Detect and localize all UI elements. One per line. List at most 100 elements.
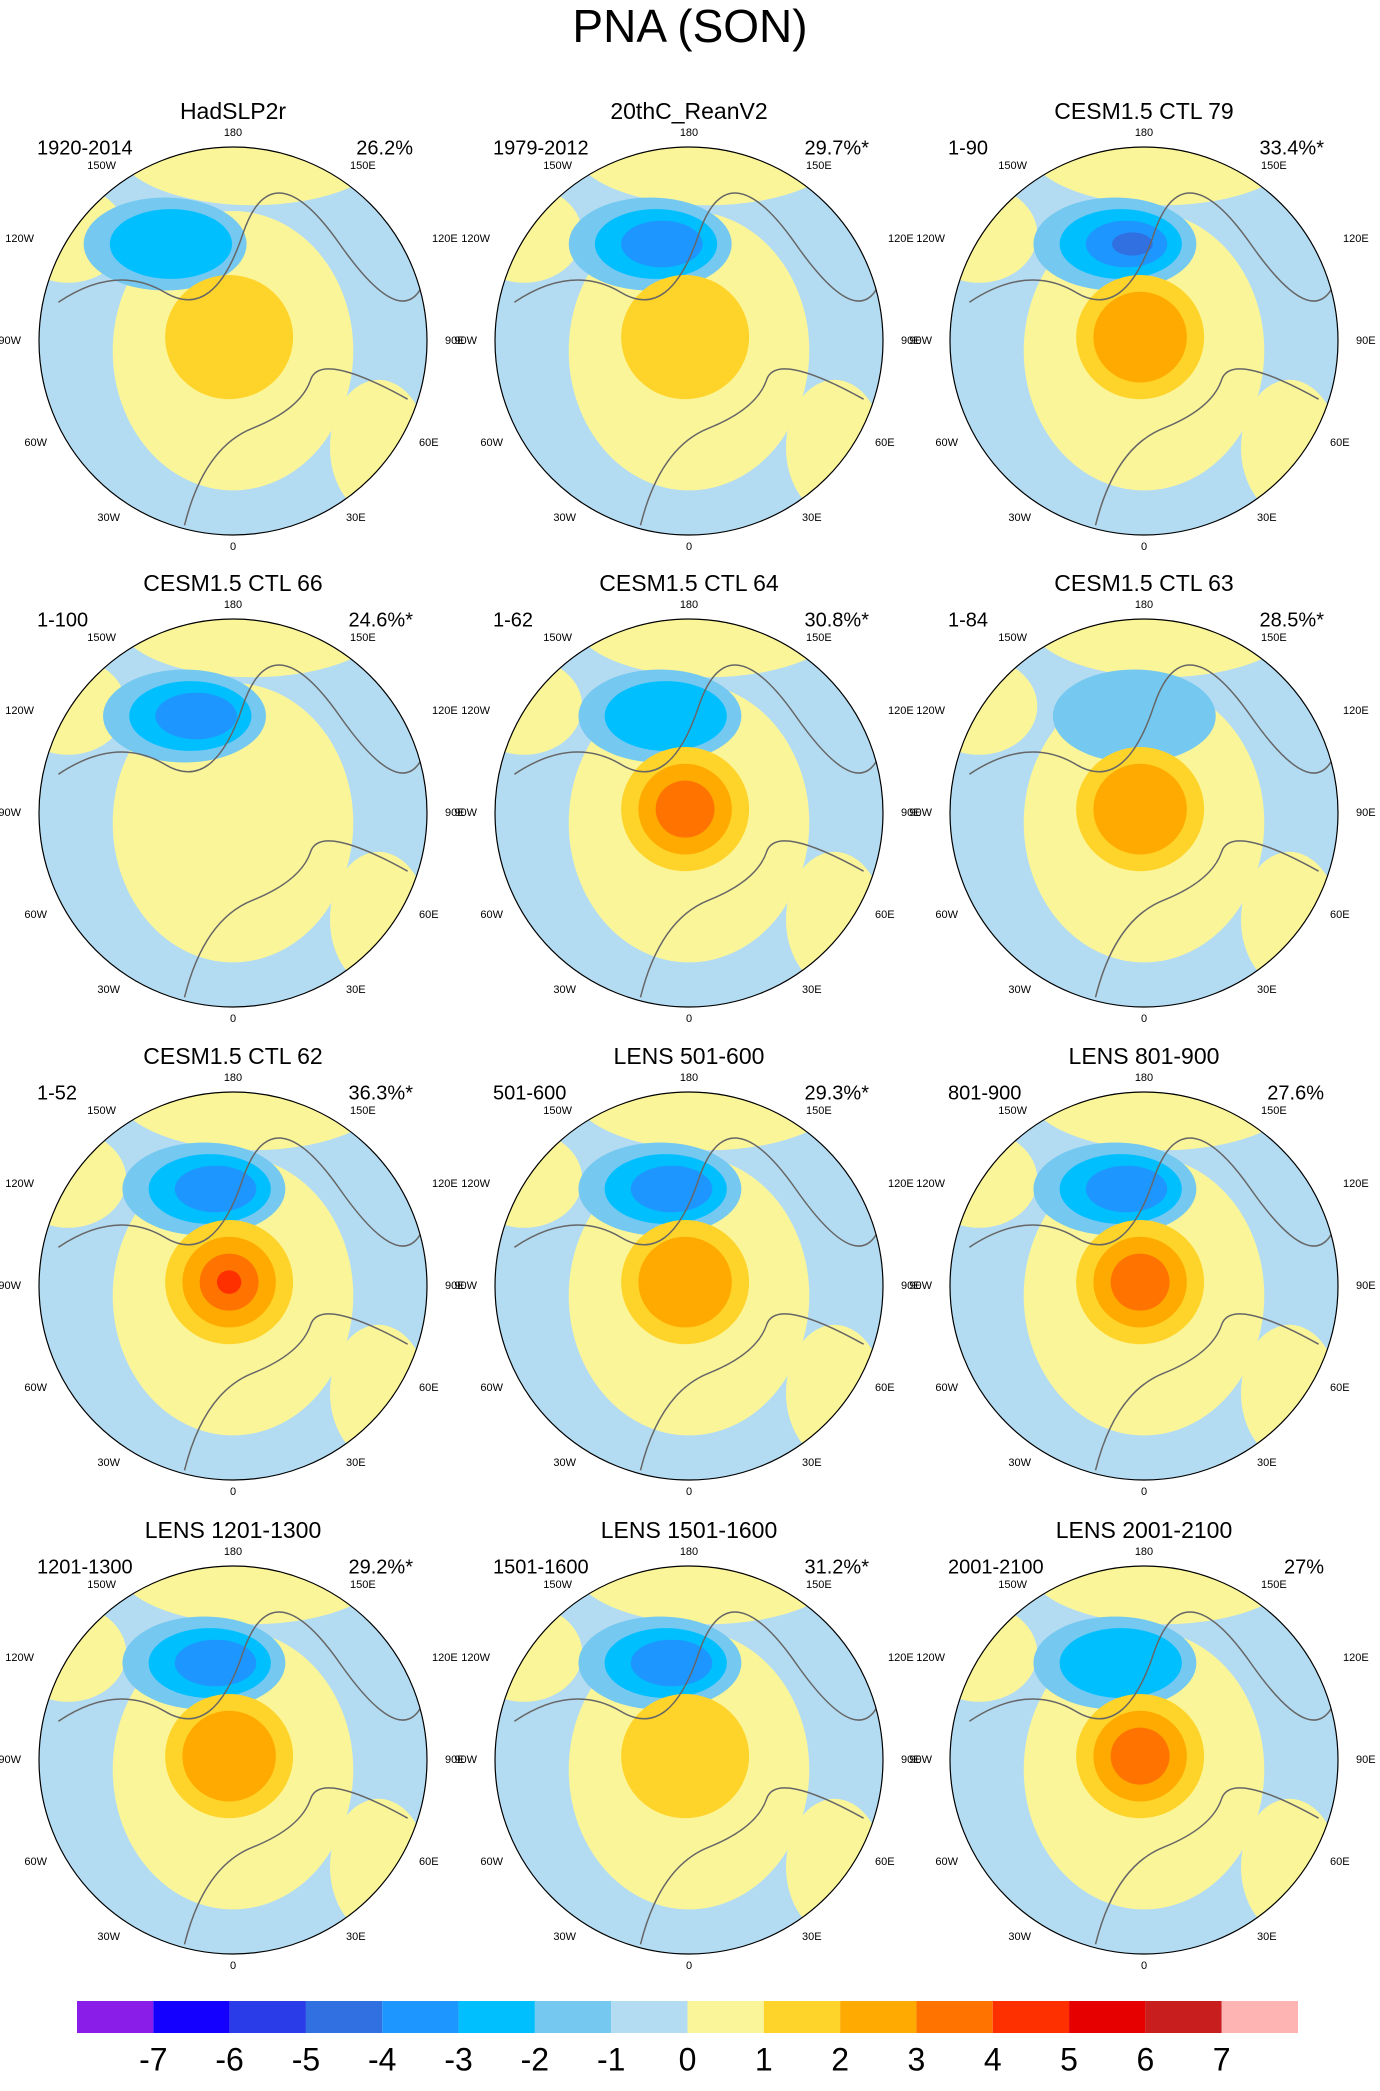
figure-title: PNA (SON) — [572, 0, 807, 52]
colorbar-box — [840, 2001, 917, 2033]
longitude-label: 0 — [686, 1486, 692, 1498]
map-field — [950, 619, 1338, 1007]
longitude-label: 90E — [1356, 1754, 1376, 1766]
longitude-label: 120W — [5, 233, 34, 245]
longitude-label: 180 — [1135, 127, 1153, 139]
longitude-label: 30E — [346, 984, 366, 996]
longitude-label: 150W — [998, 160, 1027, 172]
longitude-label: 30W — [1008, 1931, 1031, 1943]
longitude-label: 60E — [1330, 437, 1350, 449]
panel-variance: 33.4%* — [1260, 137, 1325, 159]
longitude-label: 30E — [802, 1457, 822, 1469]
field-low — [621, 220, 703, 268]
longitude-label: 30W — [97, 1931, 120, 1943]
panel-title: CESM1.5 CTL 79 — [1054, 98, 1233, 124]
map-panel: CESM1.5 CTL 66 1-100 24.6%* 180 150W 150E 120W… — [0, 570, 465, 1025]
longitude-label: 150E — [806, 632, 832, 644]
longitude-label: 150W — [87, 1579, 116, 1591]
longitude-label: 150W — [543, 1579, 572, 1591]
longitude-label: 60E — [419, 1856, 439, 1868]
panel-period: 1-62 — [493, 609, 533, 631]
longitude-label: 90W — [909, 335, 932, 347]
longitude-label: 150E — [806, 160, 832, 172]
field-low — [155, 692, 237, 740]
map-field — [39, 147, 427, 535]
longitude-label: 180 — [1135, 1072, 1153, 1084]
map-field — [495, 1566, 883, 1954]
longitude-label: 60W — [24, 1856, 47, 1868]
longitude-label: 180 — [224, 127, 242, 139]
longitude-label: 60W — [24, 909, 47, 921]
longitude-label: 90E — [1356, 1280, 1376, 1292]
longitude-label: 90W — [0, 1280, 22, 1292]
colorbar-box — [305, 2001, 383, 2033]
panel-title: CESM1.5 CTL 63 — [1054, 570, 1233, 596]
colorbar-label: 5 — [1060, 2041, 1078, 2077]
longitude-label: 90E — [901, 807, 921, 819]
longitude-label: 90W — [454, 1754, 477, 1766]
panel-title: CESM1.5 CTL 62 — [143, 1043, 322, 1069]
longitude-label: 150E — [1261, 160, 1287, 172]
colorbar-label: -5 — [292, 2041, 320, 2077]
longitude-label: 120W — [916, 1652, 945, 1664]
longitude-label: 0 — [1141, 1486, 1147, 1498]
map-panel: LENS 1201-1300 1201-1300 29.2%* 180 150W 150E… — [0, 1517, 465, 1972]
longitude-label: 0 — [230, 1013, 236, 1025]
field-positive — [330, 379, 427, 516]
colorbar-label: -6 — [215, 2041, 243, 2077]
colorbar-label: 3 — [908, 2041, 926, 2077]
panel-period: 1979-2012 — [493, 137, 589, 159]
longitude-label: 90E — [445, 807, 465, 819]
colorbar-box — [77, 2001, 154, 2033]
field-low — [174, 1639, 257, 1687]
map-field — [950, 1566, 1338, 1954]
colorbar-box — [229, 2001, 306, 2033]
coastline — [968, 1137, 1338, 1248]
field-positive — [1241, 851, 1338, 988]
field-low — [1052, 669, 1216, 763]
longitude-label: 30E — [802, 984, 822, 996]
field-low — [174, 1165, 257, 1213]
longitude-label: 120W — [5, 705, 34, 717]
colorbar-label: 1 — [755, 2041, 773, 2077]
field-positive — [330, 851, 427, 988]
field-positive — [786, 379, 883, 516]
panel-period: 501-600 — [493, 1082, 566, 1104]
coastline — [513, 1137, 883, 1248]
longitude-label: 30E — [346, 1457, 366, 1469]
longitude-label: 180 — [680, 127, 698, 139]
longitude-label: 60W — [24, 437, 47, 449]
map-field — [495, 1092, 883, 1480]
field-low — [1059, 1628, 1182, 1698]
coastline — [968, 192, 1338, 303]
longitude-label: 90W — [0, 1754, 22, 1766]
longitude-label: 30W — [97, 984, 120, 996]
map-border — [949, 146, 1339, 536]
panel-period: 801-900 — [948, 1082, 1021, 1104]
coastline — [183, 1313, 408, 1471]
field-high — [621, 1694, 750, 1819]
colorbar-box — [916, 2001, 993, 2033]
panel-title: LENS 801-900 — [1069, 1043, 1220, 1069]
colorbar-label: -4 — [368, 2041, 396, 2077]
map-field — [39, 619, 427, 1007]
longitude-label: 30W — [1008, 984, 1031, 996]
longitude-label: 60E — [1330, 1856, 1350, 1868]
field-low — [1085, 1165, 1168, 1213]
field-positive — [116, 619, 389, 678]
panel-variance: 26.2% — [356, 137, 413, 159]
colorbar-label: 7 — [1213, 2041, 1231, 2077]
longitude-label: 90E — [901, 1280, 921, 1292]
longitude-label: 120E — [1343, 233, 1369, 245]
longitude-label: 90E — [1356, 335, 1376, 347]
field-high — [165, 275, 294, 400]
longitude-label: 30E — [802, 512, 822, 524]
longitude-label: 150E — [350, 1105, 376, 1117]
longitude-label: 30W — [553, 1457, 576, 1469]
panel-period: 1-90 — [948, 137, 988, 159]
field-positive — [1241, 379, 1338, 516]
longitude-label: 60E — [419, 909, 439, 921]
coastline — [1094, 840, 1319, 998]
panel-period: 1501-1600 — [493, 1556, 589, 1578]
